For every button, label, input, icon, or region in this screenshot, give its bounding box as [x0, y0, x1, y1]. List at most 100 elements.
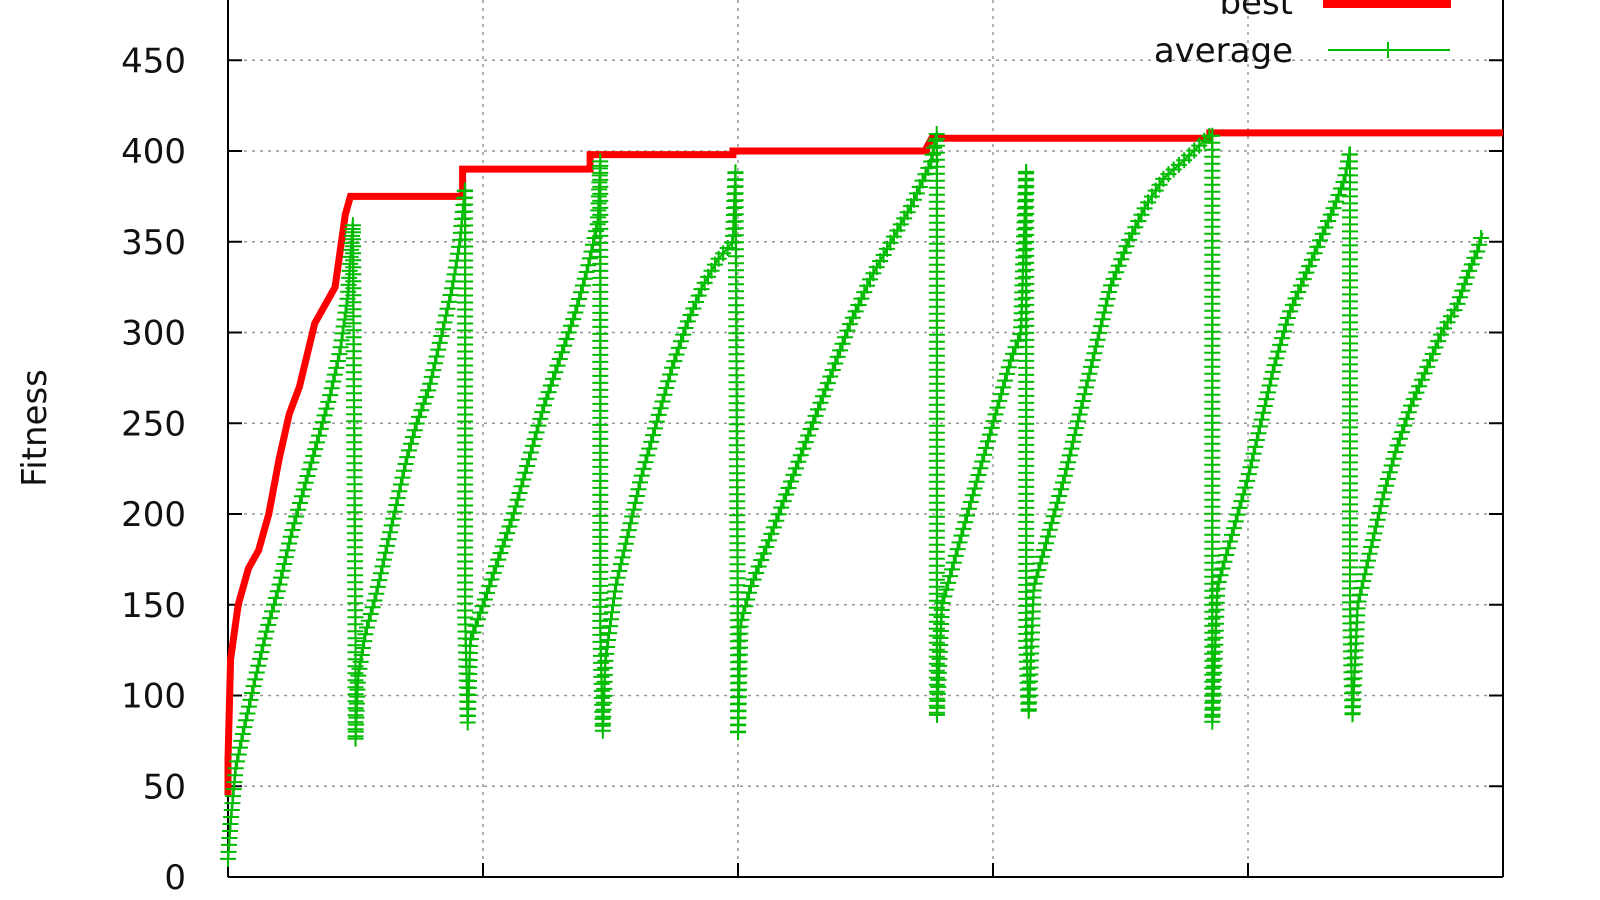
data-point-average	[1065, 433, 1082, 450]
data-point-average	[1118, 238, 1135, 255]
data-point-average	[783, 473, 800, 490]
data-point-average	[1413, 371, 1430, 388]
y-tick-label: 300	[121, 314, 186, 354]
data-point-average	[1309, 238, 1326, 255]
data-point-average	[247, 671, 264, 688]
data-point-average	[1369, 511, 1386, 528]
data-point-average	[1314, 225, 1331, 242]
data-point-average	[635, 460, 652, 477]
data-point-average	[608, 576, 625, 593]
data-point-average	[1212, 567, 1229, 584]
data-point-average	[526, 431, 543, 448]
data-point-average	[832, 342, 849, 359]
data-point-best	[298, 386, 300, 388]
data-point-average	[979, 433, 996, 450]
data-point-average	[472, 604, 489, 621]
data-point-average	[775, 493, 792, 510]
data-point-average	[995, 379, 1012, 396]
data-point-average	[299, 468, 316, 485]
data-point-average	[685, 300, 702, 317]
data-point-average	[940, 574, 957, 591]
data-point-average	[1287, 290, 1304, 307]
data-point-average	[951, 534, 968, 551]
data-point-average	[662, 366, 679, 383]
data-point-average	[434, 321, 451, 338]
data-point-average	[650, 406, 667, 423]
data-point-average	[1073, 399, 1090, 416]
data-point-average	[1385, 450, 1402, 467]
data-point-average	[371, 572, 388, 589]
data-point-average	[244, 684, 261, 701]
data-point-average	[240, 698, 257, 715]
data-point-average	[428, 348, 445, 365]
data-point-average	[810, 401, 827, 418]
data-point-average	[735, 604, 752, 621]
data-point-best	[314, 322, 316, 324]
data-point-average	[1101, 284, 1118, 301]
data-point-average	[1233, 493, 1250, 510]
data-point-average	[837, 329, 854, 346]
data-point-average	[737, 598, 754, 615]
data-point-average	[574, 277, 591, 294]
data-point-average	[1216, 553, 1233, 570]
data-point-average	[1367, 518, 1384, 535]
data-point-average	[1060, 454, 1077, 471]
data-point-average	[1303, 251, 1320, 268]
data-point-average	[293, 488, 310, 505]
data-point-average	[540, 384, 557, 401]
data-point-average	[481, 578, 498, 595]
data-point-average	[908, 185, 925, 202]
data-point-average	[374, 558, 391, 575]
data-point-average	[553, 344, 570, 361]
y-tick-label: 100	[121, 677, 186, 717]
series-line-best	[224, 129, 1503, 796]
data-point-average	[436, 314, 453, 331]
data-point-average	[279, 542, 296, 559]
data-point-average	[1355, 573, 1372, 590]
data-point-average	[581, 250, 598, 267]
data-point-average	[1247, 438, 1264, 455]
data-point-average	[560, 324, 577, 341]
data-point-average	[237, 712, 254, 729]
data-point-average	[385, 510, 402, 527]
data-point-average	[853, 290, 870, 307]
data-point-average	[677, 319, 694, 336]
data-point-average	[1078, 379, 1095, 396]
data-point-average	[1469, 243, 1486, 260]
data-point-average	[258, 623, 275, 640]
data-point-average	[1239, 472, 1256, 489]
data-point-average	[1034, 548, 1051, 565]
data-point-average	[528, 424, 545, 441]
data-point-average	[474, 598, 491, 615]
data-point-average	[1358, 559, 1375, 576]
data-point-average	[633, 467, 650, 484]
data-point-average	[1356, 566, 1373, 583]
data-point-average	[1463, 256, 1480, 273]
data-point-average	[660, 373, 677, 390]
data-point-average	[645, 427, 662, 444]
data-point-average	[305, 447, 322, 464]
data-point-average	[569, 297, 586, 314]
series-best	[224, 129, 1504, 796]
data-point-average	[1071, 406, 1088, 423]
data-point-average	[755, 545, 772, 562]
data-point-average	[1295, 271, 1312, 288]
data-point-average	[920, 159, 937, 176]
data-point-average	[1058, 460, 1075, 477]
y-tick-label: 350	[121, 223, 186, 263]
data-point-average	[572, 284, 589, 301]
data-point-average	[1411, 378, 1428, 395]
data-point-average	[277, 549, 294, 566]
data-point-average	[269, 583, 286, 600]
data-point-average	[960, 500, 977, 517]
data-point-average	[814, 388, 831, 405]
data-point-average	[641, 440, 658, 457]
data-point-average	[1451, 289, 1468, 306]
data-point-average	[981, 426, 998, 443]
data-point-average	[499, 525, 516, 542]
data-point-average	[250, 657, 267, 674]
data-point-average	[1456, 276, 1473, 293]
data-point-average	[666, 353, 683, 370]
data-point-best	[349, 195, 351, 197]
data-point-average	[1084, 352, 1101, 369]
